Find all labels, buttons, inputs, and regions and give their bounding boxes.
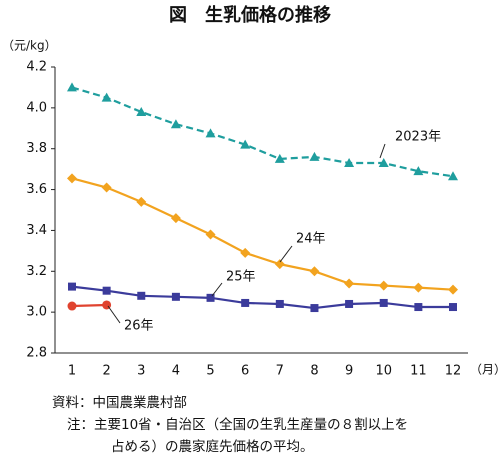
marker	[136, 106, 147, 116]
marker	[241, 298, 250, 307]
series-line	[71, 303, 107, 308]
marker	[344, 158, 355, 168]
note: 資料：中国農業農村部	[52, 395, 187, 411]
marker	[206, 293, 215, 302]
series-label: 2023年	[395, 130, 441, 145]
leader-line	[279, 245, 293, 263]
marker	[205, 229, 216, 240]
marker	[240, 247, 251, 258]
marker	[170, 119, 181, 129]
y-tick-label: 4.0	[26, 100, 47, 115]
marker	[274, 259, 285, 270]
marker	[379, 298, 388, 307]
y-tick-label: 3.0	[26, 305, 47, 320]
y-tick-label: 3.6	[26, 182, 47, 197]
chart-title: 図 生乳価格の推移	[169, 4, 331, 26]
marker	[275, 299, 284, 308]
marker	[67, 301, 77, 311]
marker	[345, 299, 354, 308]
marker	[101, 92, 112, 102]
marker	[101, 182, 112, 193]
x-tick-label: 1	[68, 364, 76, 379]
y-tick-label: 3.4	[26, 223, 47, 238]
y-tick-label: 3.2	[26, 264, 47, 279]
marker	[344, 278, 355, 289]
series-label: 26年	[124, 319, 154, 334]
note: 注：主要10省・自治区（全国の生乳生産量の８割以上を	[67, 416, 408, 433]
x-tick-label: 2	[102, 364, 110, 379]
x-unit: （月）	[470, 363, 500, 377]
x-tick-label: 6	[241, 364, 249, 379]
series-label: 24年	[296, 232, 326, 247]
marker	[449, 303, 457, 312]
marker	[136, 196, 147, 207]
marker	[310, 304, 319, 313]
x-tick-label: 11	[410, 364, 427, 379]
marker	[137, 291, 146, 300]
marker	[309, 266, 320, 277]
marker	[378, 158, 389, 168]
x-tick-label: 5	[206, 364, 214, 379]
x-tick-label: 12	[445, 364, 462, 379]
marker	[448, 171, 458, 181]
marker	[240, 139, 251, 149]
marker	[414, 303, 423, 312]
marker	[413, 282, 424, 293]
note: 占める）の農家庭先価格の平均。	[111, 438, 314, 455]
x-tick-label: 3	[137, 364, 145, 379]
leader-line	[379, 143, 386, 159]
marker	[68, 282, 76, 291]
marker	[309, 151, 320, 161]
marker	[67, 82, 77, 92]
series-line	[71, 285, 453, 310]
leader-line	[211, 282, 223, 297]
marker	[170, 213, 181, 224]
y-tick-label: 3.8	[26, 141, 47, 156]
x-tick-label: 7	[276, 364, 284, 379]
marker	[274, 153, 285, 163]
marker	[102, 286, 111, 295]
y-tick-label: 2.8	[26, 346, 47, 361]
x-tick-label: 8	[310, 364, 318, 379]
series-line	[71, 86, 454, 178]
y-unit: （元/kg）	[2, 39, 57, 53]
marker	[413, 166, 424, 176]
marker	[448, 284, 458, 295]
marker	[67, 173, 77, 184]
leader-line	[107, 305, 121, 324]
marker	[378, 280, 389, 291]
y-tick-label: 4.2	[26, 60, 47, 75]
marker	[205, 128, 216, 138]
x-tick-label: 10	[375, 364, 392, 379]
series-line	[71, 177, 454, 291]
series-label: 25年	[226, 270, 256, 285]
x-tick-label: 4	[172, 364, 180, 379]
x-tick-label: 9	[345, 364, 353, 379]
marker	[171, 292, 180, 301]
